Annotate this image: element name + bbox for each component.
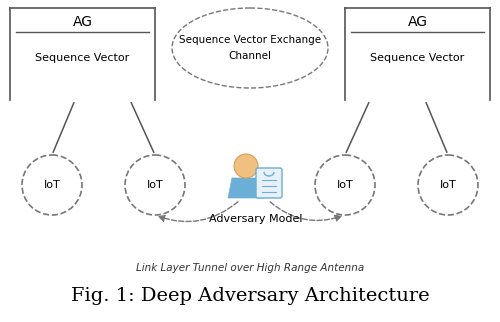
Text: IoT: IoT <box>440 180 456 190</box>
Text: IoT: IoT <box>336 180 353 190</box>
Text: AG: AG <box>408 15 428 29</box>
Text: IoT: IoT <box>146 180 164 190</box>
Text: Channel: Channel <box>228 51 272 61</box>
Text: Sequence Vector: Sequence Vector <box>36 53 130 63</box>
Text: Fig. 1: Deep Adversary Architecture: Fig. 1: Deep Adversary Architecture <box>70 287 430 305</box>
FancyArrowPatch shape <box>159 202 238 222</box>
Text: AG: AG <box>72 15 92 29</box>
Ellipse shape <box>22 155 82 215</box>
Ellipse shape <box>315 155 375 215</box>
Ellipse shape <box>125 155 185 215</box>
Text: Sequence Vector Exchange: Sequence Vector Exchange <box>179 35 321 45</box>
Ellipse shape <box>418 155 478 215</box>
Text: Adversary Model: Adversary Model <box>209 214 303 224</box>
Circle shape <box>234 154 258 178</box>
Text: Sequence Vector: Sequence Vector <box>370 53 464 63</box>
Text: Link Layer Tunnel over High Range Antenna: Link Layer Tunnel over High Range Antenn… <box>136 263 364 273</box>
Polygon shape <box>228 178 264 198</box>
FancyBboxPatch shape <box>256 168 282 198</box>
FancyArrowPatch shape <box>270 202 341 221</box>
Text: IoT: IoT <box>44 180 60 190</box>
